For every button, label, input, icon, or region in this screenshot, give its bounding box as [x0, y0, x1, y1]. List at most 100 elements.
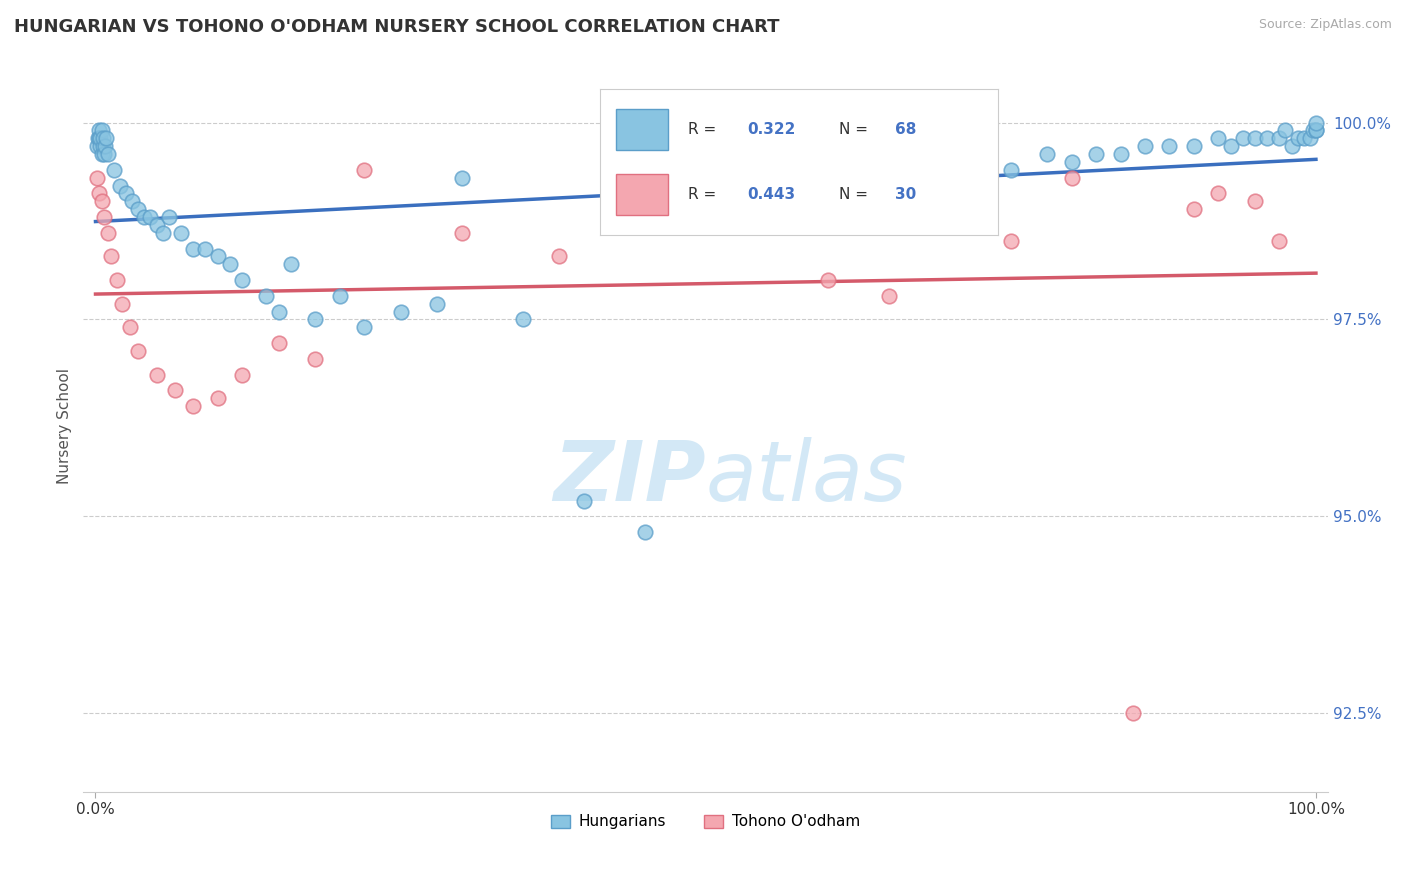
Point: [1244, 194, 1267, 209]
Point: [1060, 170, 1083, 185]
Point: [1109, 147, 1132, 161]
Point: [181, 242, 204, 256]
Point: [1281, 139, 1303, 153]
Point: [121, 194, 143, 209]
Point: [207, 250, 229, 264]
Point: [93, 147, 115, 161]
Point: [89, 131, 111, 145]
Point: [115, 186, 138, 201]
Point: [87, 123, 110, 137]
Point: [157, 210, 180, 224]
Point: [94, 139, 117, 153]
Point: [127, 343, 149, 358]
Point: [1302, 123, 1324, 137]
Point: [389, 304, 412, 318]
Point: [103, 162, 125, 177]
Point: [100, 250, 122, 264]
Point: [1305, 123, 1327, 137]
Point: [353, 320, 375, 334]
Point: [1268, 131, 1291, 145]
Point: [87, 131, 110, 145]
Y-axis label: Nursery School: Nursery School: [58, 368, 72, 483]
Point: [1292, 131, 1315, 145]
Point: [877, 289, 900, 303]
Point: [1133, 139, 1156, 153]
Point: [304, 312, 326, 326]
Point: [97, 147, 120, 161]
Point: [91, 123, 114, 137]
Point: [181, 399, 204, 413]
Point: [1000, 234, 1022, 248]
Point: [634, 525, 657, 540]
Point: [96, 131, 118, 145]
Point: [145, 218, 167, 232]
Point: [118, 320, 141, 334]
Point: [817, 186, 839, 201]
Point: [877, 170, 900, 185]
Point: [254, 289, 277, 303]
Point: [163, 384, 186, 398]
Point: [152, 226, 174, 240]
Point: [145, 368, 167, 382]
Point: [280, 257, 302, 271]
Text: Source: ZipAtlas.com: Source: ZipAtlas.com: [1258, 18, 1392, 31]
Point: [139, 210, 162, 224]
Point: [1159, 139, 1181, 153]
Point: [1060, 155, 1083, 169]
Point: [939, 210, 962, 224]
Point: [207, 391, 229, 405]
Point: [1274, 123, 1296, 137]
Point: [231, 368, 253, 382]
Text: ZIP: ZIP: [553, 436, 706, 517]
Point: [1299, 131, 1322, 145]
Point: [134, 210, 156, 224]
Point: [939, 155, 962, 169]
Point: [1219, 139, 1241, 153]
Point: [1182, 202, 1205, 217]
Point: [107, 273, 129, 287]
Point: [304, 351, 326, 366]
Point: [1122, 706, 1144, 721]
Point: [1286, 131, 1309, 145]
Point: [1208, 131, 1230, 145]
Point: [1208, 186, 1230, 201]
Point: [1182, 139, 1205, 153]
Point: [97, 226, 120, 240]
Point: [93, 131, 115, 145]
Point: [86, 170, 108, 185]
Point: [817, 273, 839, 287]
Point: [89, 131, 111, 145]
Point: [93, 210, 115, 224]
Point: [1000, 162, 1022, 177]
Point: [90, 194, 112, 209]
Point: [548, 250, 571, 264]
Point: [1244, 131, 1267, 145]
Point: [91, 139, 114, 153]
Point: [512, 312, 534, 326]
Legend: Hungarians, Tohono O'odham: Hungarians, Tohono O'odham: [546, 808, 866, 836]
Point: [353, 162, 375, 177]
Point: [218, 257, 240, 271]
Point: [170, 226, 193, 240]
Point: [89, 139, 111, 153]
Point: [1036, 147, 1059, 161]
Point: [450, 226, 472, 240]
Point: [267, 336, 290, 351]
Point: [1256, 131, 1278, 145]
Point: [1305, 123, 1327, 137]
Point: [1232, 131, 1254, 145]
Point: [127, 202, 149, 217]
Point: [450, 170, 472, 185]
Point: [89, 186, 111, 201]
Point: [267, 304, 290, 318]
Point: [194, 242, 217, 256]
Text: atlas: atlas: [706, 436, 907, 517]
Point: [426, 296, 449, 310]
Point: [111, 296, 134, 310]
Point: [1305, 115, 1327, 129]
Text: HUNGARIAN VS TOHONO O'ODHAM NURSERY SCHOOL CORRELATION CHART: HUNGARIAN VS TOHONO O'ODHAM NURSERY SCHO…: [14, 18, 779, 36]
Point: [90, 147, 112, 161]
Point: [572, 493, 595, 508]
Point: [329, 289, 352, 303]
Point: [86, 139, 108, 153]
